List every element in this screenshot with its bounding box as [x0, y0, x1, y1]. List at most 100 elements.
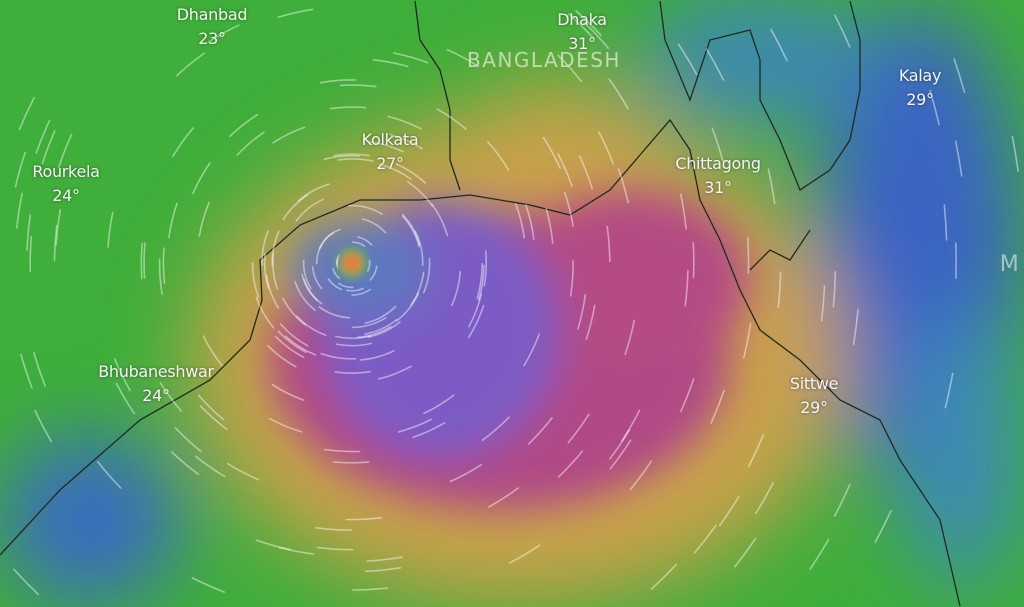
city-name: Sittwe: [789, 374, 839, 393]
wind-streak: [335, 342, 373, 347]
wind-streak: [710, 389, 725, 424]
wind-streak: [684, 270, 689, 307]
city-label-sittwe[interactable]: Sittwe 29°: [789, 372, 839, 420]
wind-streak: [396, 292, 420, 322]
country-label-bangladesh: BANGLADESH: [467, 48, 621, 72]
wind-streak: [327, 278, 343, 291]
wind-streak: [468, 293, 483, 328]
wind-streak: [159, 382, 183, 412]
city-label-chittagong[interactable]: Chittagong 31°: [675, 152, 761, 200]
wind-streak: [318, 232, 334, 250]
city-name: Kalay: [898, 66, 942, 85]
wind-streak: [198, 201, 210, 237]
wind-streak: [412, 422, 446, 439]
wind-streak: [431, 203, 449, 237]
edge-label: M: [999, 252, 1021, 277]
wind-streak: [389, 133, 423, 150]
city-label-kalay[interactable]: Kalay 29°: [898, 64, 942, 112]
wind-streak: [833, 483, 851, 517]
wind-streak: [14, 152, 26, 188]
wind-streak: [334, 370, 371, 374]
wind-streak: [515, 203, 526, 239]
wind-streak: [483, 250, 488, 287]
wind-streak: [226, 462, 260, 481]
wind-streak: [680, 378, 695, 413]
wind-streak: [451, 270, 462, 307]
wind-streak: [323, 154, 361, 160]
city-label-dhanbad[interactable]: Dhanbad 23°: [177, 3, 248, 51]
wind-streak: [606, 225, 611, 263]
wind-streak: [315, 527, 352, 531]
city-name: Bhubaneshwar: [98, 362, 214, 381]
wind-streak: [352, 316, 387, 329]
wind-streak: [609, 439, 632, 470]
city-name: Dhaka: [557, 10, 607, 29]
city-label-rourkela[interactable]: Rourkela 24°: [32, 160, 100, 208]
wind-streak: [767, 168, 776, 205]
wind-streak: [274, 335, 305, 359]
city-label-dhaka[interactable]: Dhaka 31°: [557, 8, 607, 56]
wind-streak: [271, 383, 305, 401]
wind-streak: [319, 79, 357, 84]
wind-streak: [115, 382, 136, 415]
wind-streak: [755, 482, 774, 515]
wind-streak: [41, 130, 56, 165]
wind-streak: [525, 204, 535, 240]
wind-streak: [747, 434, 765, 468]
city-label-bhubaneshwar[interactable]: Bhubaneshwar 24°: [98, 360, 214, 408]
wind-streak: [272, 126, 306, 144]
wind-streak: [545, 207, 554, 244]
wind-streak: [255, 539, 291, 551]
wind-streak: [35, 119, 51, 154]
wind-streak: [364, 567, 402, 573]
wind-streak: [332, 267, 341, 280]
wind-streak: [477, 264, 485, 301]
wind-streak: [170, 451, 200, 476]
wind-streak: [282, 194, 309, 221]
wind-streak: [705, 48, 725, 81]
wind-streak: [364, 318, 398, 335]
wind-streak: [944, 372, 954, 409]
wind-streak: [567, 413, 590, 444]
wind-streak: [567, 13, 595, 40]
wind-streak: [303, 278, 323, 305]
wind-streak: [352, 587, 389, 591]
wind-streak: [195, 455, 226, 478]
wind-streak: [679, 193, 687, 230]
wind-streak: [294, 281, 316, 311]
wind-streak: [18, 96, 35, 131]
wind-streak: [528, 417, 553, 445]
wind-streak: [446, 48, 479, 68]
wind-streak: [578, 155, 594, 190]
wind-streak: [113, 358, 131, 392]
city-temp: 29°: [800, 398, 828, 417]
wind-streak: [617, 168, 629, 204]
wind-streak: [26, 214, 32, 251]
wind-streak: [267, 344, 297, 368]
wind-streak: [377, 365, 412, 380]
wind-streak: [476, 262, 483, 300]
wind-streak: [832, 271, 837, 308]
wind-streak: [387, 115, 422, 130]
wind-streak: [284, 335, 316, 356]
wind-streak: [436, 108, 467, 130]
wind-streak: [770, 28, 788, 62]
city-temp: 27°: [376, 154, 404, 173]
wind-streak: [711, 127, 724, 163]
city-label-kolkata[interactable]: Kolkata 27°: [362, 128, 419, 176]
wind-streak: [367, 259, 371, 272]
wind-streak: [422, 257, 431, 294]
wind-streak: [278, 546, 315, 555]
wind-streak: [265, 274, 280, 309]
wind-streak: [143, 242, 146, 279]
wind-streak: [734, 537, 757, 568]
wind-streak: [277, 8, 314, 18]
wind-streak: [449, 464, 483, 483]
wind-streak: [569, 260, 574, 297]
wind-streak: [107, 211, 114, 248]
wind-streak: [339, 84, 377, 88]
city-temp: 23°: [198, 29, 226, 48]
wind-streak: [295, 198, 325, 222]
wind-streak: [809, 538, 830, 570]
